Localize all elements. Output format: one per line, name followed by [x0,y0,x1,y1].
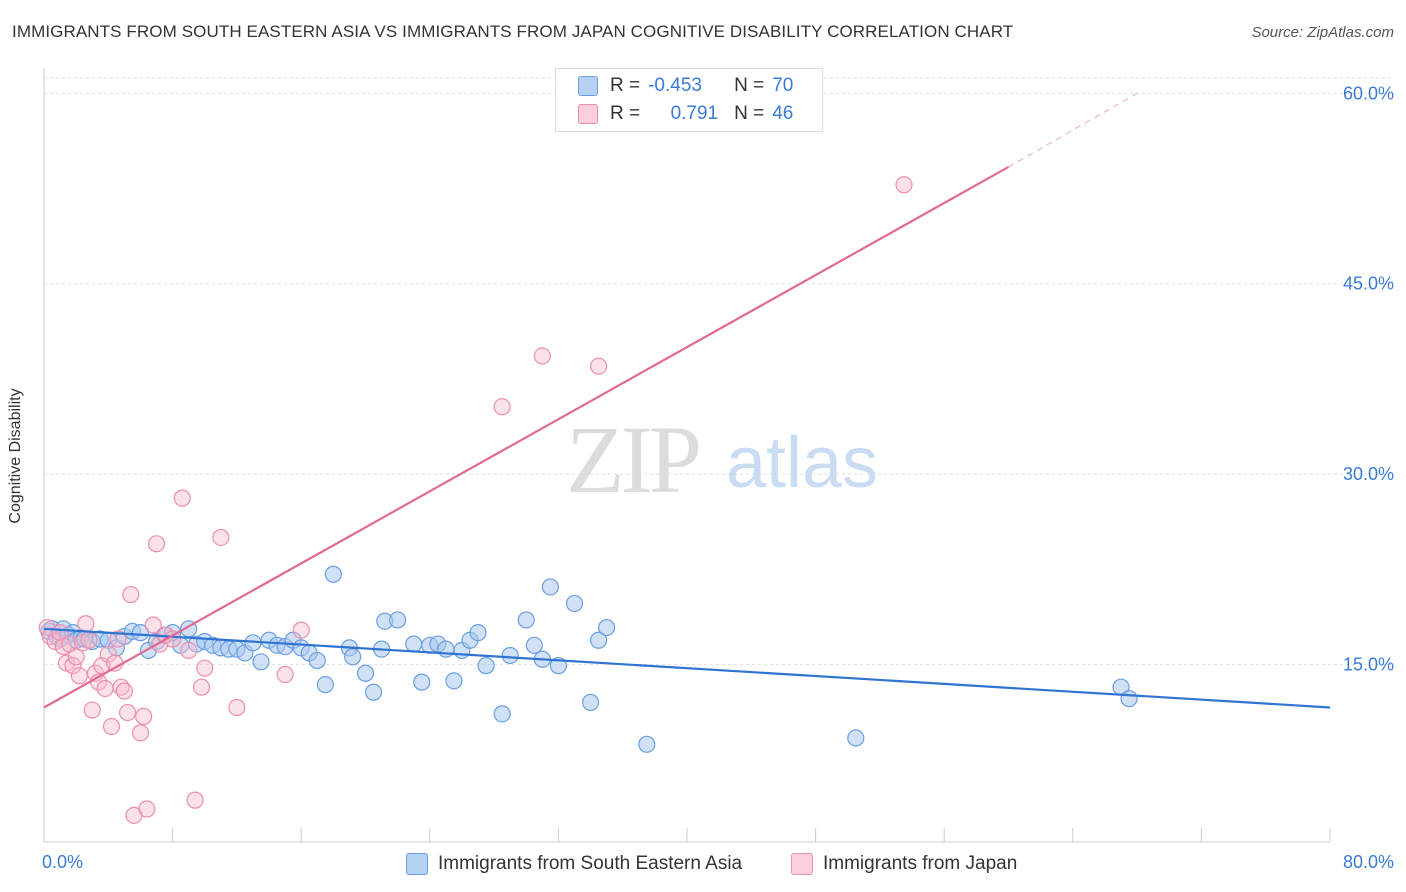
point-japan [67,648,85,666]
watermark-zip: ZIP [566,406,699,513]
point-japan [38,618,56,637]
watermark: ZIP atlas [566,406,878,513]
point-south-eastern-asia [477,657,495,675]
point-japan [83,701,101,719]
point-south-eastern-asia [389,611,407,629]
point-japan [192,678,211,696]
point-south-eastern-asia [469,624,487,642]
point-japan [70,667,88,685]
point-south-eastern-asia [565,594,584,613]
series-south-eastern-asia [40,565,1138,753]
x-tick-max: 80.0% [1342,852,1394,872]
y-tick-label: 15.0% [1343,654,1394,674]
point-japan [138,800,156,818]
bottom-legend-label: Immigrants from South Eastern Asia [438,853,743,874]
point-japan [533,347,551,365]
point-south-eastern-asia [517,611,535,629]
legend-n-value: 46 [772,103,794,124]
legend-n-label: N = [734,75,765,96]
chart-title: IMMIGRANTS FROM SOUTH EASTERN ASIA VS IM… [12,22,1014,41]
bottom-legend-japan: Immigrants from Japan [791,852,1017,876]
legend-swatch-blue [578,76,598,96]
point-japan [292,621,310,639]
bottom-legend-label: Immigrants from Japan [823,853,1018,874]
legend-r-value: -0.453 [648,75,702,96]
legend-n-label: N = [734,103,765,124]
bottom-legend-south-eastern-asia: Immigrants from South Eastern Asia [406,852,742,876]
bottom-legend-swatch-pink [791,853,813,875]
point-south-eastern-asia [405,635,423,653]
point-south-eastern-asia [344,648,362,666]
point-japan [64,657,82,675]
watermark-atlas: atlas [726,423,878,503]
point-japan [80,631,98,649]
point-south-eastern-asia [493,705,511,723]
y-tick-labels: 15.0% 30.0% 45.0% 60.0% [1343,83,1394,674]
legend-r-label: R = [610,75,641,96]
point-south-eastern-asia [598,618,616,637]
legend-r-value: 0.791 [670,103,719,124]
point-japan [212,528,230,547]
trend-line-japan [43,166,1010,709]
stats-legend: R = -0.453 N = 70 R = 0.791 N = 46 [555,68,823,132]
trend-lines [43,92,1331,709]
point-japan [96,679,114,698]
axes [43,68,1331,843]
point-japan [228,698,246,717]
point-south-eastern-asia [589,631,608,649]
point-south-eastern-asia [847,729,865,747]
legend-row-japan: R = 0.791 N = 46 [578,103,793,125]
point-japan [196,659,214,677]
point-south-eastern-asia [638,735,656,753]
point-japan [493,398,511,416]
point-south-eastern-asia [413,673,431,691]
point-japan [589,357,608,375]
point-south-eastern-asia [581,693,600,712]
point-japan [102,717,121,736]
point-south-eastern-asia [356,664,375,682]
grid-lines [44,77,1394,665]
legend-n-value: 70 [772,75,794,96]
point-japan [118,703,137,722]
point-japan [144,616,162,634]
y-tick-label: 60.0% [1343,83,1394,103]
point-south-eastern-asia [316,676,334,694]
point-japan [77,615,95,633]
legend-row-south-eastern-asia: R = -0.453 N = 70 [578,75,793,97]
point-south-eastern-asia [501,646,519,665]
point-japan [99,645,117,663]
bottom-legend-swatch-blue [406,853,428,875]
point-japan [131,724,150,742]
point-south-eastern-asia [324,565,342,583]
trend-line-japan-extension [1008,92,1138,168]
point-south-eastern-asia [364,683,383,701]
y-tick-label: 30.0% [1343,464,1394,484]
legend-r-label: R = [610,103,641,124]
point-japan [276,665,294,684]
point-south-eastern-asia [541,578,559,596]
point-japan [115,682,133,700]
point-south-eastern-asia [1120,690,1138,708]
point-japan [173,489,191,507]
point-japan [180,641,198,660]
point-south-eastern-asia [308,651,326,670]
point-japan [186,791,204,809]
x-tick-min: 0.0% [42,852,84,872]
point-south-eastern-asia [131,624,150,642]
point-japan [147,535,166,553]
y-tick-label: 45.0% [1343,274,1394,294]
point-japan [895,176,913,194]
legend-swatch-pink [578,104,598,124]
point-japan [122,585,140,604]
point-south-eastern-asia [445,672,463,690]
point-japan [109,630,127,648]
point-south-eastern-asia [252,653,270,671]
point-japan [135,707,153,725]
source-label: Source: ZipAtlas.com [1251,24,1394,41]
point-south-eastern-asia [525,636,543,654]
trend-line-south-eastern-asia [43,627,1331,709]
